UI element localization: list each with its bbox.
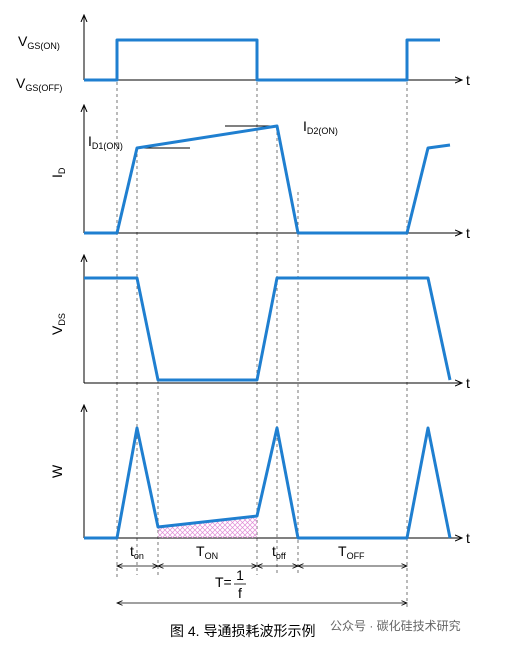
vgs-off: VGS(OFF) (16, 75, 62, 93)
id1-label: ID1(ON) (88, 133, 123, 151)
vds-label: VDS (49, 313, 67, 335)
loss-area (158, 516, 257, 538)
t-on: ton (130, 543, 144, 561)
waveforms (84, 38, 452, 540)
w-label: W (49, 464, 65, 478)
T-off: TOFF (338, 543, 365, 561)
t-label: t (466, 72, 470, 88)
id2-label: ID2(ON) (303, 118, 338, 136)
id-label: ID (49, 167, 67, 178)
vgs-on: VGS(ON) (18, 33, 60, 51)
t-label: t (466, 375, 470, 391)
labels: VGS(ON) VGS(OFF) t t t t ID ID1(ON) ID2(… (16, 33, 470, 639)
t-off: toff (272, 543, 286, 561)
period-lhs: T= (215, 574, 232, 590)
dimension-arrows (117, 566, 407, 603)
period-den: f (238, 585, 242, 601)
watermark: 公众号 · 碳化硅技术研究 (330, 618, 461, 633)
t-label: t (466, 225, 470, 241)
period-num: 1 (236, 567, 244, 583)
caption: 图 4. 导通损耗波形示例 (170, 623, 315, 639)
T-on: TON (196, 543, 218, 561)
dashed-guides (116, 40, 408, 610)
t-label: t (466, 530, 470, 546)
